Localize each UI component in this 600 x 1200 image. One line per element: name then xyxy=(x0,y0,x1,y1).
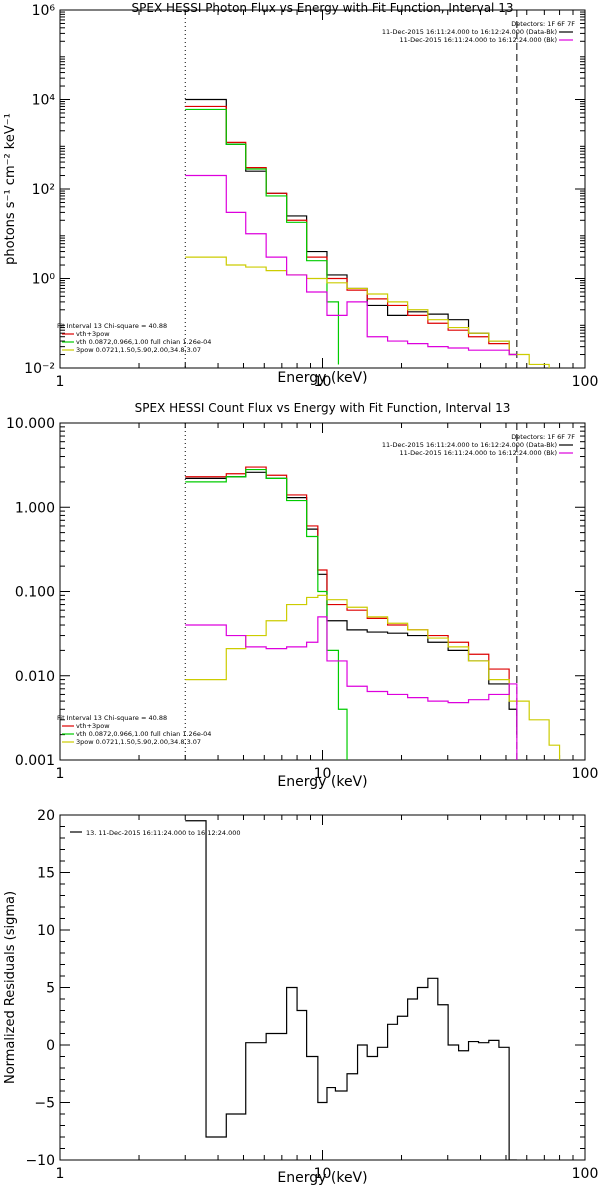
series-group xyxy=(185,98,550,368)
residuals-chart: 1 10 100 −10 −5 0 5 10 15 20 Energy (keV) Normalize… xyxy=(3,808,598,1186)
x-axis-label: Energy (keV) xyxy=(277,1170,367,1186)
x-tick-label: 1 xyxy=(56,374,65,390)
series-group xyxy=(185,820,517,1160)
y-tick-label: 10² xyxy=(32,182,55,198)
y-tick-label: 10⁴ xyxy=(32,93,56,109)
legend-entry-label: vth+3pow xyxy=(76,330,110,338)
y-tick-label: 10⁻² xyxy=(24,361,55,377)
legend-header: Detectors: 1F 6F 7F xyxy=(511,433,575,441)
x-tick-label: 100 xyxy=(572,766,599,782)
y-axis-label: Normalized Residuals (sigma) xyxy=(3,891,18,1084)
chart-title: SPEX HESSI Count Flux vs Energy with Fit… xyxy=(135,401,511,415)
x-tick-label: 1 xyxy=(56,1166,65,1182)
data-series-line xyxy=(185,98,517,356)
data-series-line xyxy=(185,174,517,356)
x-tick-label: 10 xyxy=(314,766,332,782)
y-tick-label: 15 xyxy=(37,866,55,882)
y-tick-label: 0.100 xyxy=(15,585,55,601)
x-tick-label: 1 xyxy=(56,766,65,782)
y-tick-label: 0.001 xyxy=(15,753,55,769)
legend-entry-label: vth+3pow xyxy=(76,722,110,730)
y-tick-label: 10.000 xyxy=(6,416,55,432)
data-series-line xyxy=(185,594,561,760)
legend-entry-label: 11-Dec-2015 16:11:24.000 to 16:12:24.000… xyxy=(382,441,557,449)
legend-bottom: Fit Interval 13 Chi-square = 40.88vth+3p… xyxy=(57,322,211,354)
legend-entry-label: vth 0.0872,0.966,1.00 full chian 1.26e-0… xyxy=(76,338,211,346)
legend-entry-label: 13. 11-Dec-2015 16:11:24.000 to 16:12:24… xyxy=(86,829,241,837)
data-series-line xyxy=(185,108,340,365)
x-axis-label: Energy (keV) xyxy=(277,370,367,386)
y-axis-label: photons s⁻¹ cm⁻² keV⁻¹ xyxy=(3,113,18,265)
y-tick-label: 10 xyxy=(37,923,55,939)
photon-flux-chart: SPEX HESSI Photon Flux vs Energy with Fi… xyxy=(3,1,598,390)
plot-frame xyxy=(59,814,586,1161)
legend-entry-label: 3pow 0.0721,1.50,5.90,2.00,34.8,3.07 xyxy=(76,738,201,746)
x-tick-label: 10 xyxy=(314,374,332,390)
series-group xyxy=(185,466,561,760)
y-tick-label: 0 xyxy=(46,1038,55,1054)
legend-header: Fit Interval 13 Chi-square = 40.88 xyxy=(57,714,167,722)
count-flux-chart: SPEX HESSI Count Flux vs Energy with Fit… xyxy=(6,401,598,790)
y-tick-label: 10⁰ xyxy=(32,272,56,288)
y-tick-label: 20 xyxy=(37,808,55,824)
legend-header: Fit Interval 13 Chi-square = 40.88 xyxy=(57,322,167,330)
x-tick-label: 10 xyxy=(314,1166,332,1182)
legend-entry-label: vth 0.0872,0.966,1.00 full chian 1.26e-0… xyxy=(76,730,211,738)
legend-bottom: Fit Interval 13 Chi-square = 40.88vth+3p… xyxy=(57,714,211,746)
y-tick-label: 10⁶ xyxy=(32,3,56,19)
data-series-line xyxy=(185,105,510,351)
data-series-line xyxy=(185,471,518,735)
y-tick-label: 0.010 xyxy=(15,669,55,685)
legend-entry-label: 11-Dec-2015 16:11:24.000 to 16:12:24.000… xyxy=(400,449,558,457)
y-tick-label: 5 xyxy=(46,981,55,997)
data-series-line xyxy=(185,466,510,684)
plot-frame xyxy=(59,9,586,369)
data-series-line xyxy=(185,820,517,1160)
y-tick-label: 1.000 xyxy=(15,500,55,516)
data-series-line xyxy=(185,256,550,368)
legend-top: 13. 11-Dec-2015 16:11:24.000 to 16:12:24… xyxy=(70,829,241,837)
data-series-line xyxy=(185,468,348,760)
chart-title: SPEX HESSI Photon Flux vs Energy with Fi… xyxy=(132,1,514,15)
y-tick-label: −10 xyxy=(25,1153,55,1169)
legend-header: Detectors: 1F 6F 7F xyxy=(511,20,575,28)
x-tick-label: 100 xyxy=(572,1166,599,1182)
data-series-line xyxy=(185,616,518,760)
legend-entry-label: 11-Dec-2015 16:11:24.000 to 16:12:24.000… xyxy=(400,36,558,44)
x-axis-label: Energy (keV) xyxy=(277,774,367,790)
legend-entry-label: 11-Dec-2015 16:11:24.000 to 16:12:24.000… xyxy=(382,28,557,36)
legend-entry-label: 3pow 0.0721,1.50,5.90,2.00,34.8,3.07 xyxy=(76,346,201,354)
x-tick-label: 100 xyxy=(572,374,599,390)
y-tick-label: −5 xyxy=(34,1096,55,1112)
